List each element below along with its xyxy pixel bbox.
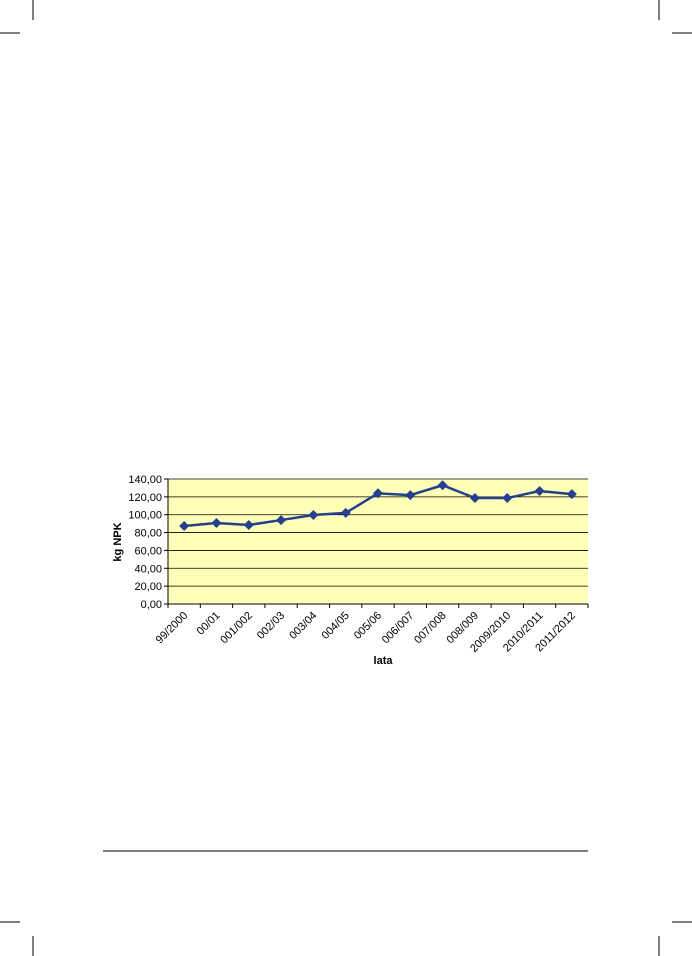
x-tick-label: 007/008 bbox=[412, 610, 449, 647]
x-tick-label: 00/01 bbox=[195, 610, 223, 638]
x-tick-label: 003/04 bbox=[287, 610, 319, 642]
marker bbox=[373, 488, 383, 499]
marker bbox=[534, 486, 545, 497]
marker bbox=[179, 521, 190, 532]
x-axis-title: lata bbox=[374, 655, 394, 667]
plot-area bbox=[168, 479, 588, 604]
y-tick-label: 60,00 bbox=[134, 545, 162, 557]
marker bbox=[276, 515, 287, 526]
x-tick-label: 004/05 bbox=[320, 610, 352, 642]
y-tick-label: 40,00 bbox=[134, 563, 162, 575]
y-tick-label: 140,00 bbox=[128, 474, 162, 486]
marker bbox=[502, 493, 513, 504]
y-tick-label: 80,00 bbox=[134, 528, 162, 540]
y-tick-label: 100,00 bbox=[128, 510, 162, 522]
x-tick-label: 006/007 bbox=[380, 610, 417, 647]
x-tick-label: 99/2000 bbox=[154, 610, 191, 647]
marker bbox=[437, 480, 448, 491]
marker bbox=[340, 507, 351, 518]
y-tick-label: 20,00 bbox=[134, 581, 162, 593]
y-axis-title: kg NPK bbox=[112, 522, 124, 561]
x-tick-label: 002/03 bbox=[255, 610, 287, 642]
y-tick-label: 120,00 bbox=[128, 492, 162, 504]
x-tick-label: 001/002 bbox=[218, 610, 255, 647]
marker bbox=[211, 518, 222, 529]
marker bbox=[308, 509, 319, 520]
marker bbox=[469, 493, 480, 504]
marker bbox=[405, 490, 416, 501]
y-tick-label: 0,00 bbox=[141, 599, 162, 611]
marker bbox=[566, 489, 577, 500]
marker bbox=[243, 519, 254, 530]
